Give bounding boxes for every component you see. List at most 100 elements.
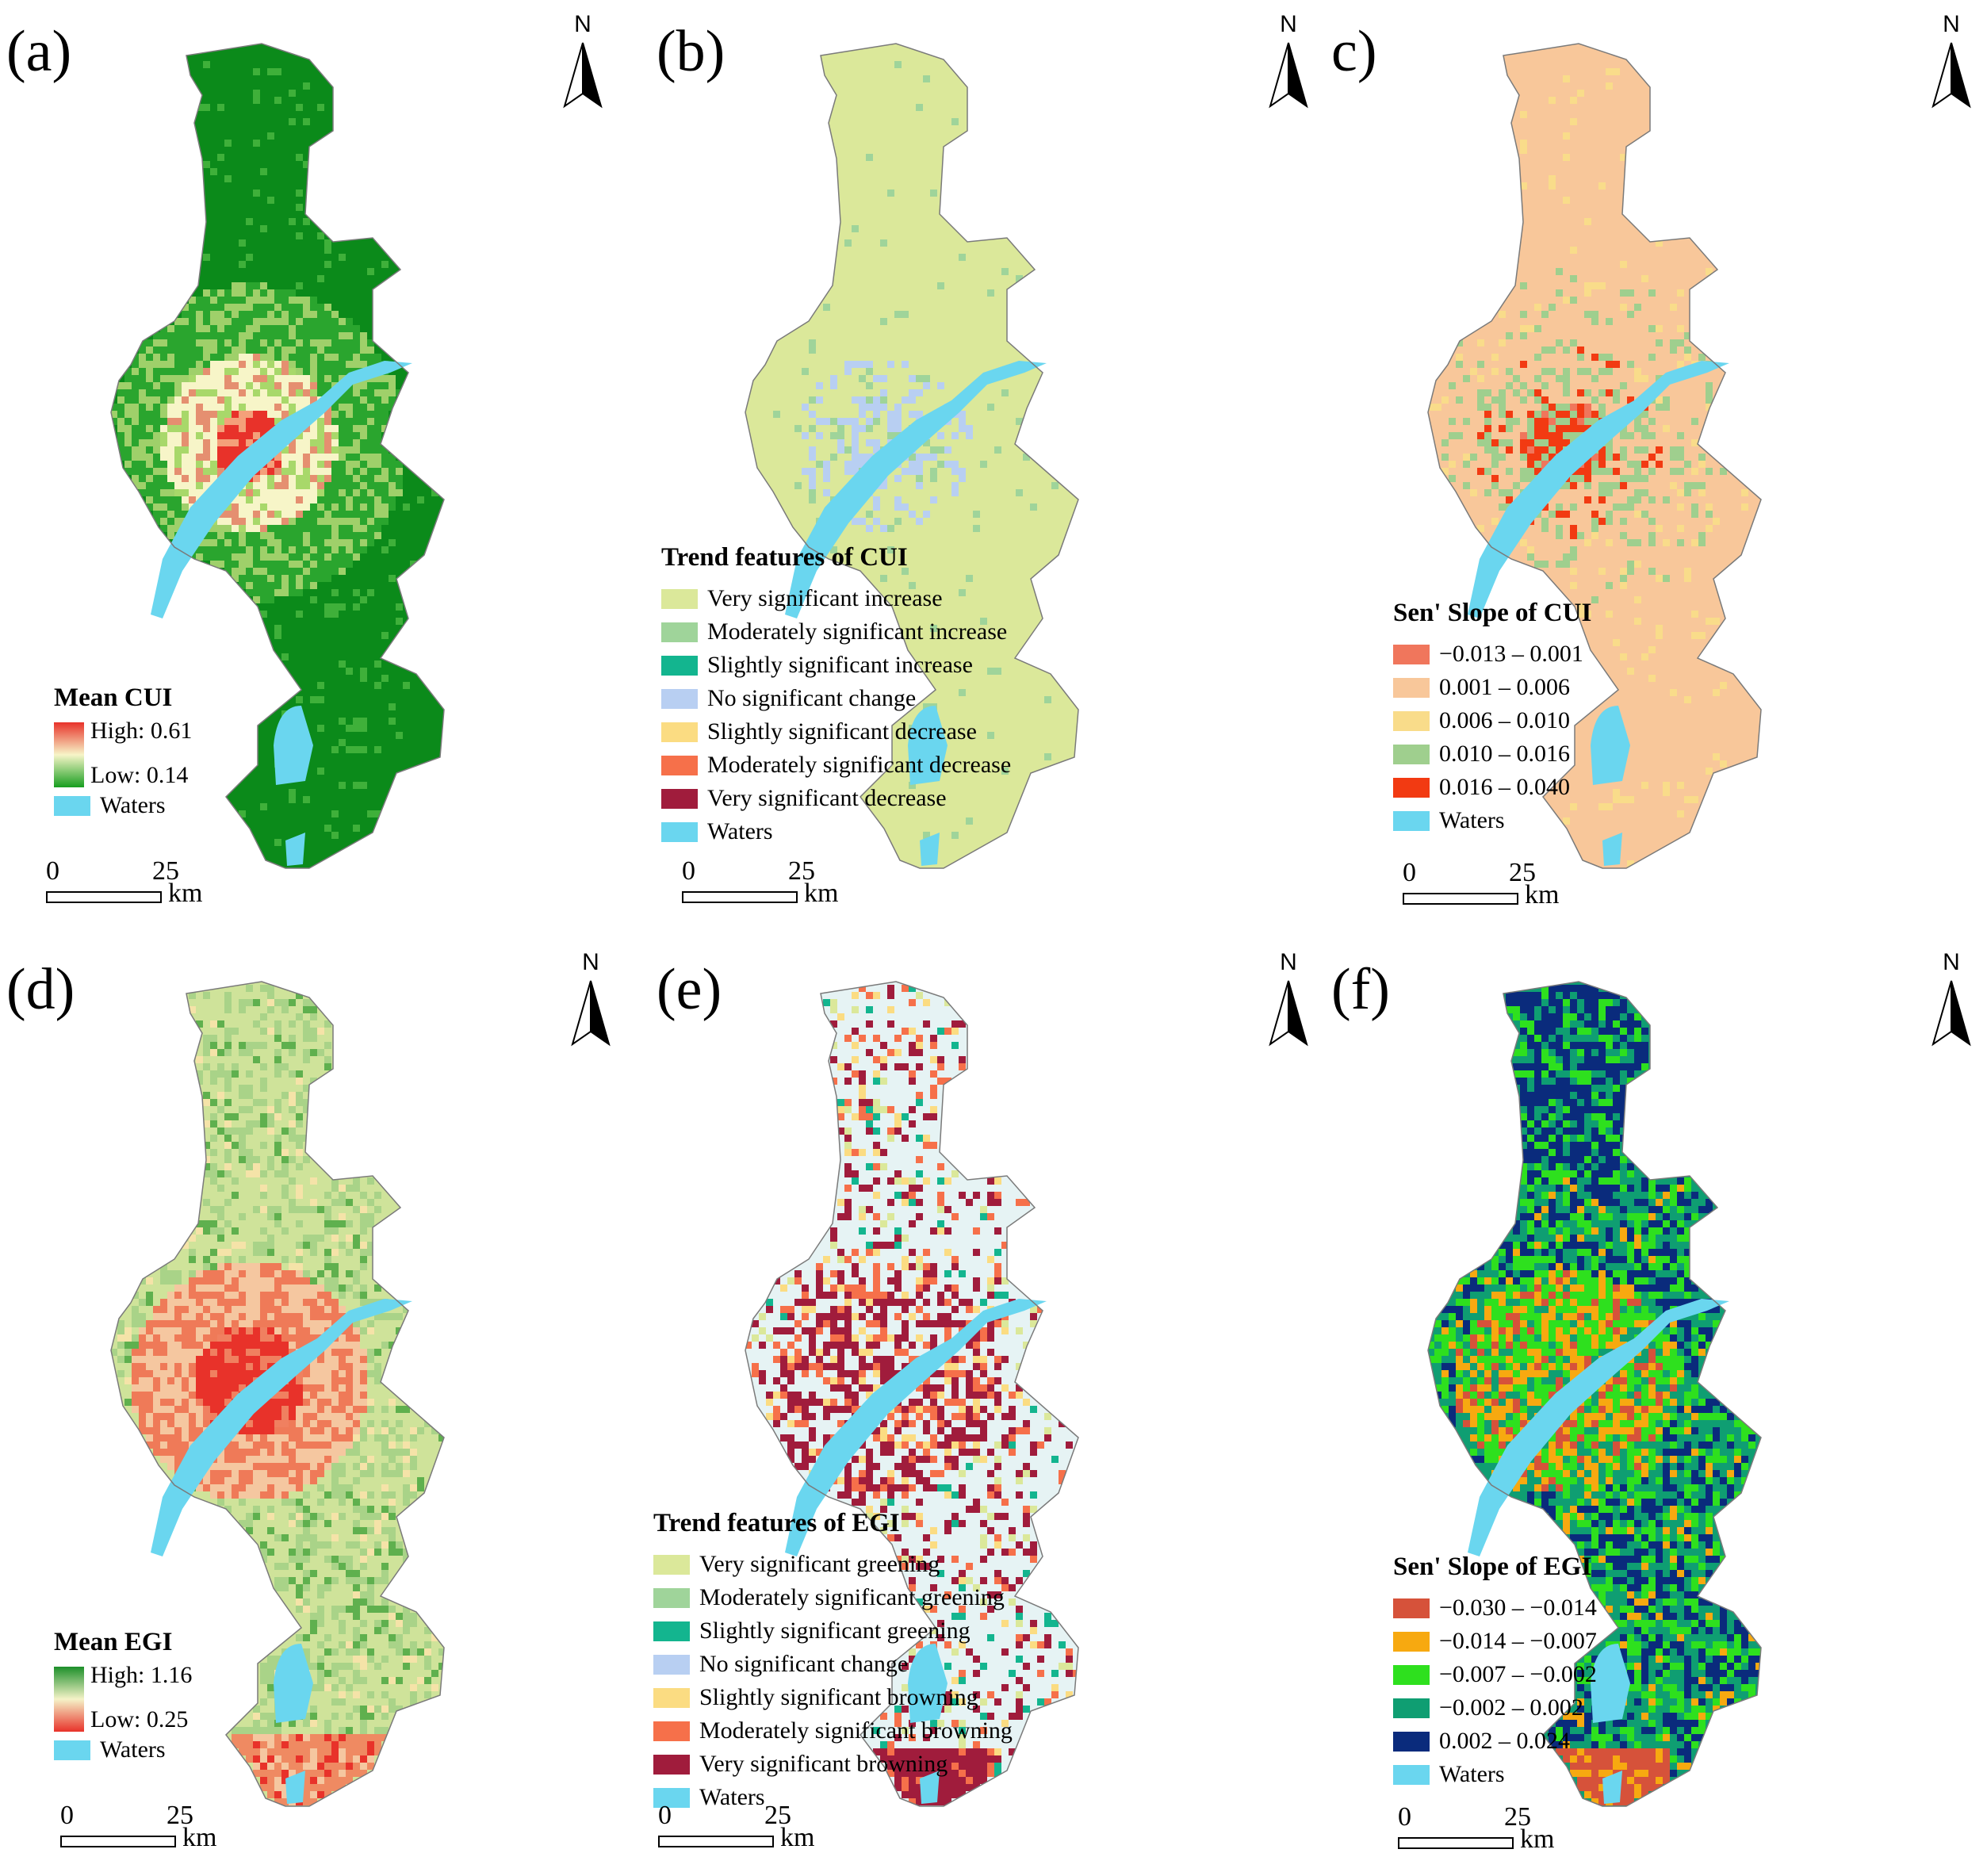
- legend-swatch: [1393, 710, 1430, 731]
- legend-item-label: Very significant increase: [707, 585, 943, 611]
- north-arrow-icon: [563, 42, 603, 109]
- legend-item: −0.030 – −0.014: [1393, 1591, 1597, 1625]
- map-canvas: [1427, 981, 1762, 1807]
- legend-swatch: [1393, 1698, 1430, 1718]
- scale-unit-label: km: [1525, 880, 1560, 909]
- north-label: N: [574, 11, 592, 37]
- legend-swatch: [653, 1787, 690, 1808]
- legend-item-label: Very significant browning: [699, 1751, 948, 1777]
- scale-unit-label: km: [168, 879, 203, 908]
- region-outline: [745, 43, 1079, 869]
- gradient-bar: [54, 722, 84, 787]
- raster-cells: [1428, 985, 1761, 1805]
- legend-item: 0.002 – 0.024: [1393, 1725, 1597, 1758]
- map-canvas: [1427, 43, 1762, 869]
- north-label: N: [1943, 949, 1960, 975]
- legend-swatch: [1393, 744, 1430, 764]
- legend: Sen' Slope of CUI −0.013 – 0.001 0.001 – 0…: [1393, 599, 1591, 837]
- legend-item-label: 0.006 – 0.010: [1439, 707, 1570, 733]
- lake: [908, 1644, 948, 1723]
- legend-swatch: [54, 795, 90, 816]
- legend-item: Slightly significant greening: [653, 1614, 1013, 1648]
- legend-item-label: Moderately significant greening: [699, 1584, 1005, 1610]
- lake: [908, 706, 948, 785]
- legend-title: Trend features of EGI: [653, 1509, 900, 1537]
- gradient-high-label: High: 0.61: [90, 718, 193, 744]
- lake: [920, 833, 940, 866]
- panel-f: (f) N Sen' Slope of EGI −0.030 – −0.014 −0…: [1325, 938, 1987, 1876]
- panel-e: (e) N Trend features of EGI Very signific…: [650, 938, 1312, 1876]
- panel-b: (b) N Trend features of CUI Very signific…: [650, 0, 1312, 938]
- legend-item: −0.014 – −0.007: [1393, 1625, 1597, 1658]
- scale-zero-label: 0: [682, 856, 695, 886]
- legend-item: No significant change: [661, 682, 1011, 715]
- legend-item-label: −0.030 – −0.014: [1439, 1595, 1597, 1621]
- legend-swatch: [653, 1587, 690, 1608]
- scale-unit-label: km: [780, 1823, 815, 1852]
- legend-swatch: [661, 655, 698, 676]
- lake: [1602, 833, 1622, 866]
- legend-item-waters: Waters: [54, 789, 192, 822]
- legend-title: Sen' Slope of EGI: [1393, 1552, 1592, 1581]
- legend-item: Moderately significant greening: [653, 1581, 1013, 1614]
- panel-label: (b): [657, 19, 726, 84]
- legend-swatch: [653, 1621, 690, 1641]
- legend-item: Waters: [1393, 804, 1591, 837]
- legend-item-label: Moderately significant decrease: [707, 752, 1012, 778]
- legend-swatch: [1393, 1631, 1430, 1652]
- legend-item-label: Slightly significant browning: [699, 1684, 978, 1710]
- panel-d: (d) N Mean EGI High: 1.16 Low: 0.25 Waters …: [0, 938, 662, 1876]
- legend-title: Mean EGI: [54, 1628, 173, 1656]
- legend-swatch: [1393, 777, 1430, 798]
- legend-item: −0.002 – 0.002: [1393, 1691, 1597, 1725]
- legend-item: Moderately significant browning: [653, 1714, 1013, 1748]
- legend-item-label: Waters: [100, 792, 166, 818]
- legend-item: 0.016 – 0.040: [1393, 771, 1591, 804]
- legend-item-label: 0.001 – 0.006: [1439, 674, 1570, 700]
- north-label: N: [582, 949, 599, 975]
- legend-swatch: [661, 821, 698, 842]
- legend-swatch: [661, 755, 698, 775]
- scale-25-label: 25: [1509, 858, 1536, 887]
- scale-bar-box: [682, 891, 798, 903]
- legend-item-label: Very significant greening: [699, 1551, 940, 1577]
- legend-item-label: Very significant decrease: [707, 785, 947, 811]
- legend-gradient: High: 0.61 Low: 0.14: [54, 718, 192, 789]
- legend-item-label: Waters: [699, 1784, 765, 1810]
- legend-item: 0.010 – 0.016: [1393, 737, 1591, 771]
- legend-swatch: [653, 1654, 690, 1675]
- north-arrow-icon: [1269, 980, 1308, 1047]
- legend-item: Slightly significant browning: [653, 1681, 1013, 1714]
- region-outline: [110, 43, 445, 869]
- scale-zero-label: 0: [46, 856, 59, 886]
- lake: [285, 833, 305, 866]
- scale-unit-label: km: [1520, 1824, 1555, 1854]
- scale-bar-box: [1403, 893, 1518, 905]
- legend-item-label: Slightly significant increase: [707, 652, 973, 678]
- legend-swatch: [661, 622, 698, 642]
- map-canvas: [110, 43, 445, 869]
- lake: [1591, 706, 1630, 785]
- legend-item-label: Slightly significant greening: [699, 1618, 971, 1644]
- scale-bar-box: [60, 1836, 176, 1847]
- legend-swatch: [1393, 1598, 1430, 1618]
- north-label: N: [1280, 11, 1297, 37]
- legend: Sen' Slope of EGI −0.030 – −0.014 −0.014 –…: [1393, 1552, 1597, 1791]
- legend-item-label: −0.014 – −0.007: [1439, 1628, 1597, 1654]
- panel-a: (a) N Mean CUI High: 0.61 Low: 0.14 Waters …: [0, 0, 662, 938]
- scale-bar-box: [46, 891, 162, 903]
- legend-item: Slightly significant decrease: [661, 715, 1011, 748]
- legend-swatch: [661, 722, 698, 742]
- legend-item: Waters: [653, 1781, 1013, 1814]
- scale-bar: 0 25 km: [60, 1801, 266, 1852]
- scale-zero-label: 0: [60, 1801, 74, 1830]
- legend: Trend features of EGI Very significant gr…: [653, 1509, 1013, 1814]
- gradient-bar: [54, 1667, 84, 1732]
- lake: [1591, 1644, 1630, 1723]
- gradient-low-label: Low: 0.14: [90, 762, 189, 788]
- panel-c: c) N Sen' Slope of CUI −0.013 – 0.001 0.00…: [1325, 0, 1987, 938]
- legend-title: Trend features of CUI: [661, 543, 908, 572]
- region-outline: [745, 981, 1079, 1807]
- legend-item: No significant change: [653, 1648, 1013, 1681]
- legend-item: 0.001 – 0.006: [1393, 671, 1591, 704]
